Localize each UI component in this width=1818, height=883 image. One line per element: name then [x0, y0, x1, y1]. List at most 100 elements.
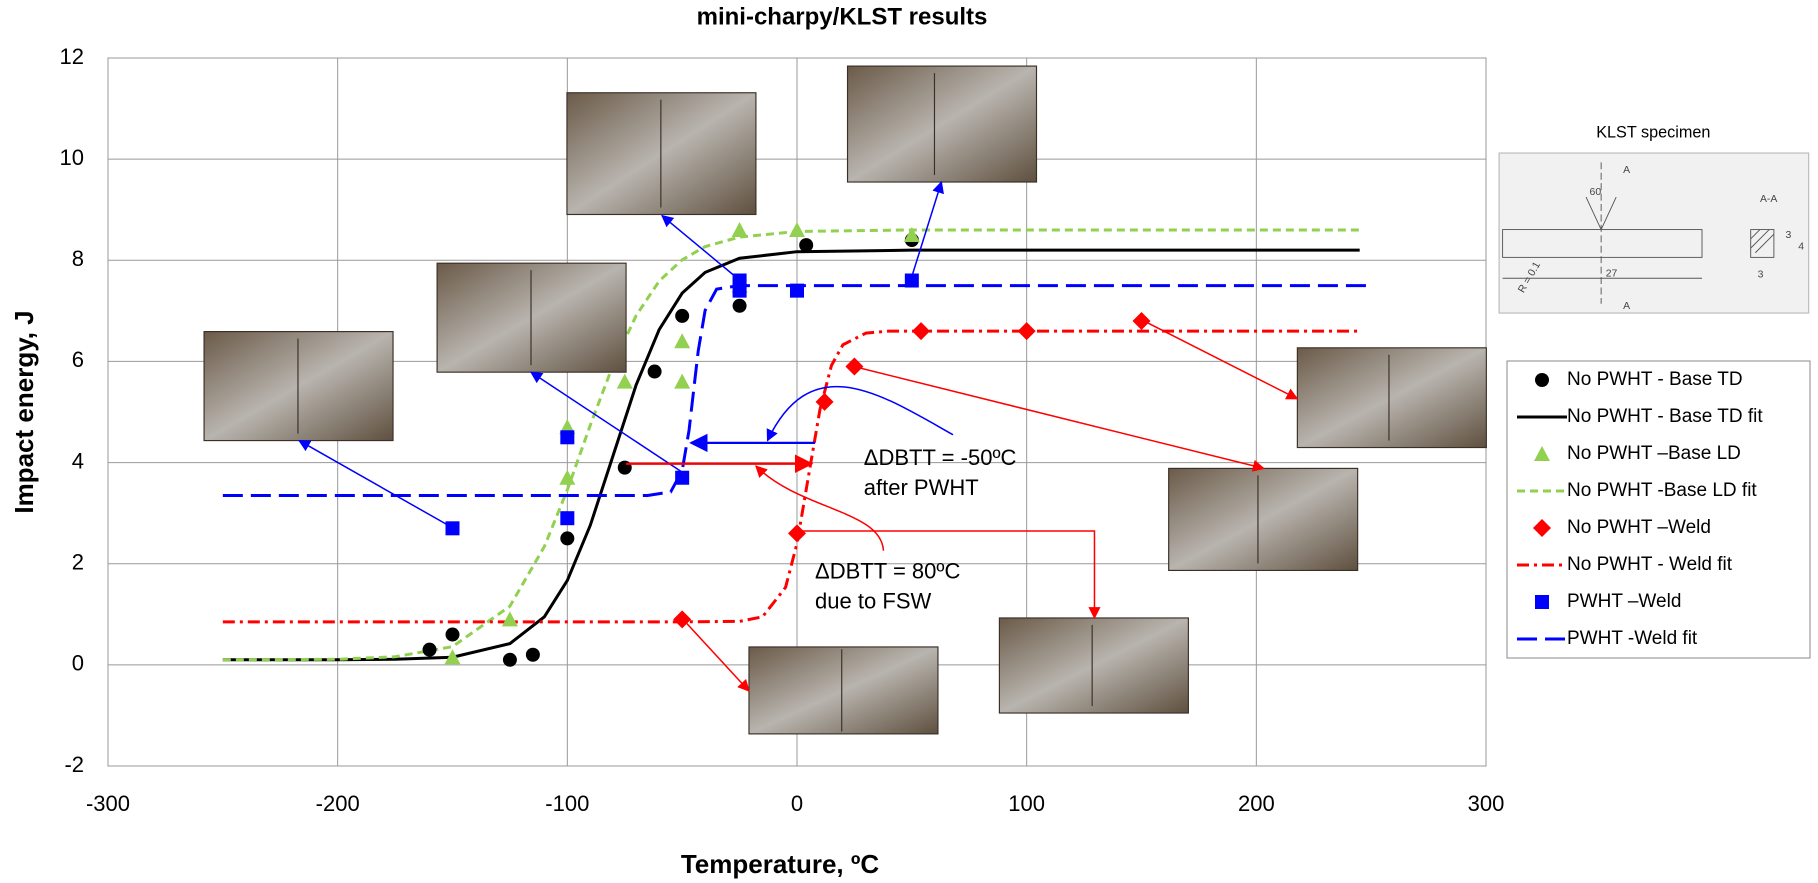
legend-label: PWHT -Weld fit — [1567, 628, 1698, 649]
arrow — [298, 439, 453, 529]
photo — [1296, 347, 1487, 449]
data-point — [674, 373, 691, 389]
photo — [748, 646, 939, 735]
callout-curve — [755, 465, 885, 551]
annotation: due to FSW — [815, 589, 931, 614]
photo — [998, 617, 1189, 714]
data-point — [445, 521, 460, 536]
data-point — [616, 373, 633, 389]
data-point — [788, 524, 806, 543]
inset-frame — [1498, 152, 1810, 314]
data-point — [675, 308, 690, 323]
inset-label: 4 — [1798, 242, 1804, 253]
data-point — [445, 627, 460, 642]
data-point — [559, 469, 576, 485]
legend-symbol — [1534, 446, 1550, 461]
inset-label: A — [1623, 165, 1630, 176]
x-tick-label: -300 — [86, 791, 130, 816]
photo — [1168, 467, 1359, 572]
data-point — [560, 511, 575, 526]
legend-label: No PWHT - Weld fit — [1567, 554, 1733, 575]
x-axis-title: Temperature, ºC — [681, 849, 880, 879]
data-point — [675, 470, 690, 485]
chart-title: mini-charpy/KLST results — [697, 3, 988, 30]
legend-label: PWHT –Weld — [1567, 591, 1681, 612]
y-tick-label: 10 — [60, 145, 84, 170]
x-tick-label: 100 — [1008, 791, 1045, 816]
arrow — [795, 530, 1101, 620]
arrow — [661, 214, 738, 279]
x-tick-label: -100 — [545, 791, 589, 816]
y-tick-label: 6 — [72, 347, 84, 372]
annotation: ΔDBTT = 80ºC — [815, 559, 960, 584]
legend-symbol — [1535, 595, 1549, 609]
y-tick-label: 8 — [72, 246, 84, 271]
inset-label: 3 — [1758, 270, 1764, 281]
data-point — [502, 652, 517, 667]
x-tick-label: -200 — [316, 791, 360, 816]
photos — [203, 65, 1487, 735]
legend-label: No PWHT - Base TD — [1567, 369, 1743, 390]
data-point — [422, 642, 437, 657]
fit-line — [222, 228, 1360, 662]
data-point — [560, 531, 575, 546]
data-point — [560, 430, 575, 445]
arrows — [298, 180, 1299, 692]
fit-line — [222, 248, 1360, 662]
inset-title: KLST specimen — [1596, 124, 1710, 142]
annotation: ΔDBTT = -50ºC — [864, 445, 1017, 470]
x-tick-label: 0 — [791, 791, 803, 816]
arrow — [681, 617, 750, 692]
arrow — [910, 180, 944, 279]
legend-frame — [1506, 360, 1811, 659]
data-point — [815, 392, 834, 411]
data-point — [674, 333, 691, 349]
legend-label: No PWHT - Base TD fit — [1567, 406, 1763, 427]
data-point — [789, 221, 805, 237]
data-point — [799, 238, 814, 253]
arrow — [853, 365, 1265, 472]
arrow — [529, 371, 683, 473]
cross-section — [1750, 229, 1775, 258]
y-tick-label: 0 — [72, 651, 84, 676]
inset-label: 3 — [1785, 230, 1791, 241]
data-point — [904, 273, 919, 288]
legend-label: No PWHT –Weld — [1567, 517, 1711, 538]
inset-label: A-A — [1760, 194, 1777, 205]
inset-label: 60 — [1590, 187, 1602, 198]
y-tick-label: 2 — [72, 550, 84, 575]
data-point — [731, 221, 748, 237]
data-point — [732, 298, 747, 313]
annotation: after PWHT — [864, 475, 979, 500]
arrow — [1141, 319, 1299, 400]
specimen-bar — [1502, 229, 1703, 258]
y-tick-label: 4 — [72, 448, 84, 473]
inset-label: 27 — [1606, 268, 1618, 279]
data-point — [501, 611, 518, 627]
data-point — [1132, 311, 1151, 330]
data-point — [912, 322, 931, 341]
legend-label: No PWHT –Base LD — [1567, 443, 1741, 464]
legend-symbol — [1535, 373, 1549, 387]
y-tick-label: 12 — [60, 44, 84, 69]
y-tick-label: -2 — [64, 752, 84, 777]
data-point — [444, 649, 461, 665]
data-point — [790, 283, 804, 298]
data-point — [647, 364, 662, 379]
hatch — [1750, 229, 1775, 254]
y-axis-title: Impact energy, J — [9, 310, 39, 513]
x-tick-label: 300 — [1468, 791, 1505, 816]
data-point — [732, 283, 747, 298]
photo — [846, 65, 1038, 183]
x-tick-label: 200 — [1238, 791, 1275, 816]
layout: ΔDBTT = -50ºC after PWHT ΔDBTT = 80ºC du… — [203, 65, 1810, 735]
data-point — [903, 227, 920, 242]
data-point — [1017, 322, 1036, 341]
inset-label: A — [1623, 301, 1630, 312]
legend-label: No PWHT -Base LD fit — [1567, 480, 1757, 501]
inset: KLST specimen 60 A A-A 27 3 4 3 R = 0.1 … — [1498, 124, 1810, 314]
callout-curve — [766, 385, 954, 442]
data-point — [525, 647, 540, 662]
legend-symbol — [1533, 519, 1551, 537]
